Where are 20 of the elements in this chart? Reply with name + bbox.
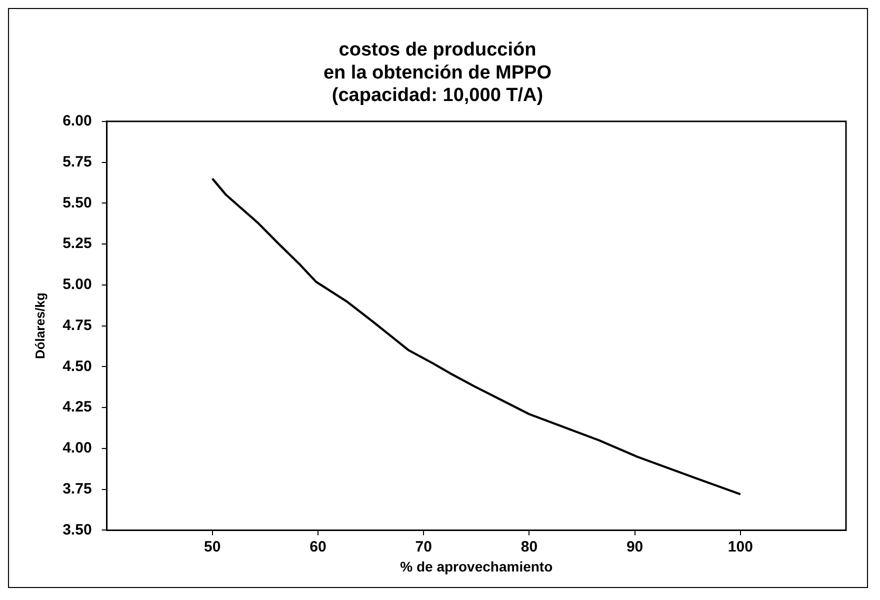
x-tick-label: 80 [520, 538, 538, 556]
y-tick-label: 4.50 [62, 358, 92, 375]
x-tick-label: 100 [728, 538, 753, 556]
y-tick-label: 4.25 [62, 398, 92, 416]
x-axis-title: % de aprovechamiento [400, 558, 553, 574]
y-tick-label: 5.75 [62, 153, 92, 170]
x-tick-label: 60 [310, 538, 326, 556]
y-tick-label: 6.00 [62, 112, 92, 130]
y-tick-label: 3.50 [62, 521, 92, 538]
y-tick-label: 3.75 [62, 480, 92, 498]
y-axis-title: Dólares/kg [32, 292, 48, 360]
x-tick-label: 50 [204, 538, 221, 556]
x-tick-label: 70 [415, 538, 432, 556]
y-tick-label: 4.75 [62, 316, 92, 334]
y-tick-label: 5.00 [62, 276, 92, 294]
y-tick-label: 4.00 [62, 440, 92, 457]
chart-title: costos de producción en la obtención de MPPO (capacidad: 10,000 T/A) [323, 40, 552, 106]
y-tick-label: 5.50 [62, 194, 92, 212]
x-tick-label: 90 [626, 538, 644, 556]
y-tick-label: 5.25 [62, 235, 92, 252]
